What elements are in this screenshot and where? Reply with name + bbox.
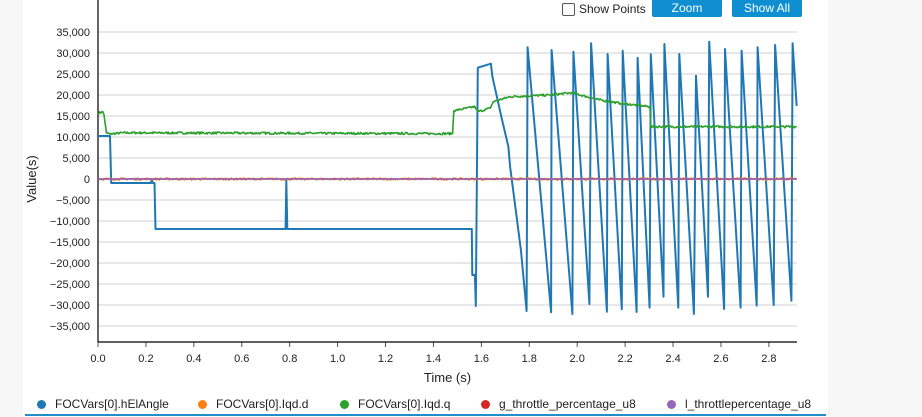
legend-label: g_throttle_percentage_u8 bbox=[499, 397, 636, 411]
legend-item[interactable]: l_throttlepercentage_u8 bbox=[667, 397, 811, 411]
legend-item[interactable]: g_throttle_percentage_u8 bbox=[481, 397, 636, 411]
y-axis-label: Value(s) bbox=[24, 155, 39, 202]
y-tick-label: −5,000 bbox=[56, 195, 90, 207]
y-tick-label: −30,000 bbox=[50, 300, 90, 312]
x-tick-label: 1.6 bbox=[474, 353, 489, 365]
x-tick-label: 1.0 bbox=[330, 353, 345, 365]
y-tick-label: 10,000 bbox=[56, 132, 90, 144]
x-tick-label: 0.0 bbox=[90, 353, 105, 365]
legend-label: l_throttlepercentage_u8 bbox=[685, 397, 812, 411]
legend-label: FOCVars[0].hElAngle bbox=[55, 397, 169, 411]
x-tick-label: 1.4 bbox=[426, 353, 441, 365]
legend-label: FOCVars[0].Iqd.q bbox=[358, 397, 451, 411]
y-tick-label: 15,000 bbox=[56, 111, 90, 123]
x-tick-label: 1.2 bbox=[378, 353, 393, 365]
legend-item[interactable]: FOCVars[0].hElAngle bbox=[37, 397, 169, 411]
y-tick-label: −15,000 bbox=[50, 237, 90, 249]
x-tick-label: 1.8 bbox=[522, 353, 537, 365]
y-tick-label: 0 bbox=[84, 174, 90, 186]
show-points-label: Show Points bbox=[579, 2, 646, 16]
x-tick-label: 0.2 bbox=[138, 353, 153, 365]
y-tick-label: 5,000 bbox=[62, 153, 90, 165]
y-tick-label: −10,000 bbox=[50, 216, 90, 228]
y-tick-label: 20,000 bbox=[56, 90, 90, 102]
y-tick-label: 35,000 bbox=[56, 27, 90, 39]
series-line-focvars-0-iqd-q bbox=[97, 91, 797, 136]
legend-label: FOCVars[0].Iqd.d bbox=[216, 397, 309, 411]
show-points-toggle[interactable]: Show Points bbox=[562, 1, 646, 17]
x-tick-label: 2.6 bbox=[713, 353, 728, 365]
x-tick-label: 2.4 bbox=[665, 353, 680, 365]
x-tick-label: 2.0 bbox=[570, 353, 585, 365]
legend-divider bbox=[25, 414, 826, 416]
legend-item[interactable]: FOCVars[0].Iqd.d bbox=[198, 397, 308, 411]
zoom-button[interactable]: Zoom bbox=[652, 0, 722, 17]
x-tick-label: 0.8 bbox=[282, 353, 297, 365]
y-tick-label: −20,000 bbox=[50, 258, 90, 270]
x-tick-label: 0.6 bbox=[234, 353, 249, 365]
legend-swatch bbox=[667, 399, 676, 409]
x-axis-label: Time (s) bbox=[424, 370, 471, 385]
show-all-button[interactable]: Show All bbox=[732, 0, 802, 17]
legend-swatch bbox=[340, 399, 349, 409]
legend-swatch bbox=[198, 399, 207, 409]
show-points-checkbox[interactable] bbox=[562, 2, 575, 16]
legend-swatch bbox=[37, 399, 46, 409]
y-tick-label: −25,000 bbox=[50, 279, 90, 291]
legend-swatch bbox=[481, 399, 490, 409]
x-tick-label: 2.8 bbox=[761, 353, 776, 365]
x-tick-label: 0.4 bbox=[186, 353, 201, 365]
y-tick-label: −35,000 bbox=[50, 321, 90, 333]
y-tick-label: 25,000 bbox=[56, 69, 90, 81]
y-tick-label: 30,000 bbox=[56, 48, 90, 60]
x-tick-label: 2.2 bbox=[617, 353, 632, 365]
legend-item[interactable]: FOCVars[0].Iqd.q bbox=[340, 397, 450, 411]
